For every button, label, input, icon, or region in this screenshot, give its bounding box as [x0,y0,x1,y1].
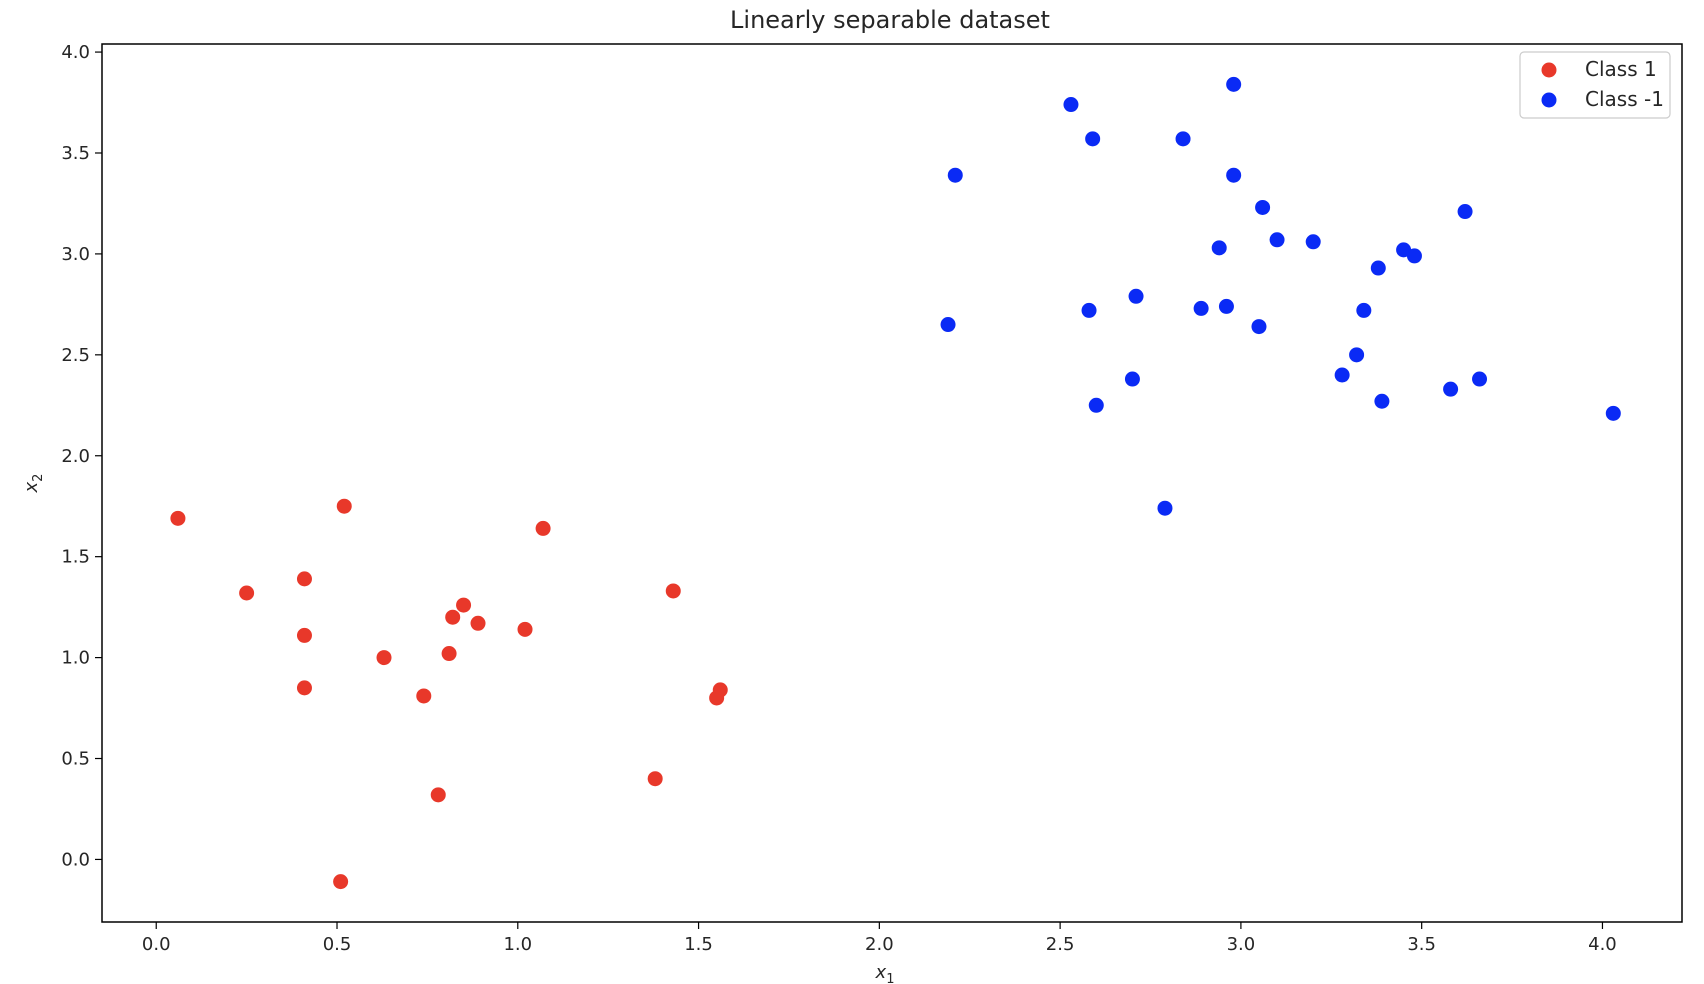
class-minus-1-point [1305,234,1321,250]
y-axis-label-subscript: 2 [31,474,46,482]
class-minus-1-point [1356,302,1372,318]
y-axis-ticks: 0.0 0.5 1.0 1.5 2.0 2.5 3.0 3.5 4.0 [61,42,102,870]
class-1-point [441,646,457,662]
class-minus-1-point [940,317,956,333]
class-minus-1-point [1255,199,1271,215]
class-minus-1-point [1088,397,1104,413]
x-axis-label-main: x [875,962,887,983]
y-tick-label: 4.0 [61,42,90,63]
y-axis-label-main: x [21,481,42,493]
y-tick-label: 3.0 [61,244,90,265]
class-1-point [333,874,349,890]
class-minus-1-point [1349,347,1365,363]
legend-box [1519,51,1671,119]
x-tick-label: 0.5 [323,934,352,955]
data-points [170,76,1621,890]
legend-label-class-minus-1: Class -1 [1585,87,1664,111]
x-tick-label: 1.0 [503,934,532,955]
class-1-point [535,520,551,536]
class-1-point [709,690,725,706]
x-tick-label: 0.0 [142,934,171,955]
chart-title: Linearly separable dataset [730,6,1050,34]
legend-marker-class-minus-1 [1541,92,1557,108]
class-minus-1-point [1124,371,1140,387]
y-axis-label: x2 [21,474,46,494]
class-1-point [517,621,533,637]
plot-frame [101,43,1683,923]
class-minus-1-point [1226,167,1242,183]
class-1-point [170,510,186,526]
y-tick-label: 1.0 [61,648,90,669]
class-minus-1-point [1443,381,1459,397]
class-minus-1-point [1175,131,1191,147]
class-1-point [456,597,472,613]
class-minus-1-point [1269,232,1285,248]
class-minus-1-point [1374,393,1390,409]
class-minus-1-point [1251,319,1267,335]
legend-marker-class-1 [1541,62,1557,78]
x-tick-label: 1.5 [684,934,713,955]
class-minus-1-point [1063,97,1079,113]
class-minus-1-point [947,167,963,183]
legend-label-class-1: Class 1 [1585,57,1657,81]
x-tick-label: 2.0 [865,934,894,955]
class-1-point [665,583,681,599]
legend: Class 1 Class -1 [1519,51,1671,119]
class-minus-1-point [1605,405,1621,421]
class-minus-1-point [1457,204,1473,220]
y-tick-label: 0.5 [61,749,90,770]
class-minus-1-point [1085,131,1101,147]
class-minus-1-point [1081,302,1097,318]
class-minus-1-point [1370,260,1386,276]
y-tick-label: 1.5 [61,547,90,568]
class-minus-1-point [1128,288,1144,304]
x-axis-label-subscript: 1 [886,972,894,984]
class-1-point [470,615,486,631]
class-1-point [296,627,312,643]
class-1-point [416,688,432,704]
class-1-point [376,650,392,666]
y-tick-label: 2.0 [61,446,90,467]
class-minus-1-point [1193,300,1209,316]
class-minus-1-point [1226,76,1242,92]
x-tick-label: 2.5 [1046,934,1075,955]
x-axis-label: x1 [875,962,895,984]
class-1-point [445,609,461,625]
y-tick-label: 0.0 [61,849,90,870]
y-tick-label: 3.5 [61,143,90,164]
x-axis-ticks: 0.0 0.5 1.0 1.5 2.0 2.5 3.0 3.5 4.0 [142,922,1617,955]
class-minus-1-point [1472,371,1488,387]
y-tick-label: 2.5 [61,345,90,366]
class-minus-1-point [1334,367,1350,383]
class-minus-1-point [1157,500,1173,516]
class-minus-1-point [1218,298,1234,314]
class-1-point [647,771,663,787]
class-1-point [239,585,255,601]
class-1-point [430,787,446,803]
x-tick-label: 3.0 [1227,934,1256,955]
class-minus-1-point [1406,248,1422,264]
class-1-point [296,571,312,587]
class-minus-1-point [1211,240,1227,256]
class-1-point [336,498,352,514]
x-tick-label: 4.0 [1588,934,1617,955]
x-tick-label: 3.5 [1407,934,1436,955]
class-1-point [296,680,312,696]
